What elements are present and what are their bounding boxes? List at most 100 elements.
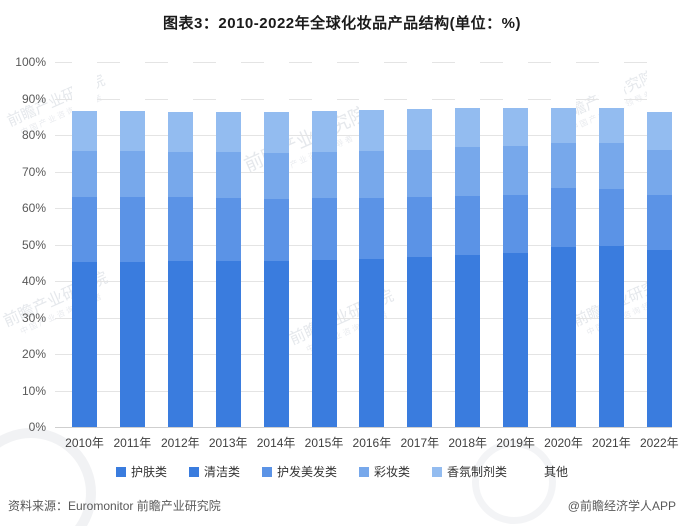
y-axis-label: 100% <box>15 55 46 69</box>
bar-2015年 <box>311 62 337 427</box>
bar-segment <box>263 62 289 112</box>
bar-segment <box>598 143 624 190</box>
bar-segment <box>359 258 385 319</box>
bar-2019年 <box>503 62 529 427</box>
bar-2014年 <box>263 62 289 427</box>
bar-segment <box>215 321 241 427</box>
legend-label: 彩妆类 <box>374 465 411 479</box>
bar-2020年 <box>551 62 576 427</box>
bar-segment <box>407 109 433 150</box>
legend-swatch <box>529 466 540 477</box>
bar-segment <box>119 262 145 324</box>
bar-segment <box>455 147 481 196</box>
bar-segment <box>72 196 97 263</box>
bar-segment <box>646 306 672 427</box>
bar-2013年 <box>215 62 241 427</box>
bar-segment <box>359 318 385 427</box>
legend-item: 护肤类 <box>115 463 167 480</box>
bar-segment <box>503 62 529 108</box>
bar-segment <box>311 198 337 260</box>
bar-segment <box>167 197 193 262</box>
bar-2021年 <box>598 62 624 427</box>
bar-segment <box>407 257 433 317</box>
legend-swatch <box>432 466 443 477</box>
y-axis-label: 40% <box>21 274 46 288</box>
y-axis-label: 60% <box>21 201 46 215</box>
bar-2017年 <box>407 62 433 427</box>
bar-segment <box>359 151 385 198</box>
bar-2010年 <box>72 62 97 427</box>
bar-2018年 <box>455 62 481 427</box>
x-axis-label: 2017年 <box>400 436 440 450</box>
x-axis-label: 2014年 <box>256 436 296 450</box>
chart-title: 图表3：2010-2022年全球化妆品产品结构(单位：%) <box>163 15 521 32</box>
y-axis-label: 70% <box>21 164 46 179</box>
bar-segment <box>72 262 97 325</box>
chart-legend: 护肤类 清洁类 护发美发类 彩妆类 香氛制剂类 其他 <box>0 463 684 480</box>
bar-segment <box>646 62 672 112</box>
x-axis-label: 2011年 <box>113 436 152 450</box>
bar-segment <box>167 111 193 152</box>
source-note: 资料来源：Euromonitor 前瞻产业研究院 <box>8 499 221 513</box>
bar-segment <box>503 194 529 253</box>
y-axis-label: 30% <box>21 310 46 325</box>
bar-segment <box>646 111 672 150</box>
bar-segment <box>215 112 241 153</box>
bar-segment <box>551 108 576 143</box>
bar-segment <box>167 151 193 198</box>
y-axis-label: 20% <box>21 347 46 361</box>
bar-segment <box>455 108 481 148</box>
bar-segment <box>598 189 624 247</box>
bar-segment <box>359 110 385 152</box>
bar-segment <box>407 197 433 258</box>
x-axis-label: 2021年 <box>592 436 631 450</box>
x-axis-label: 2012年 <box>160 436 200 450</box>
bar-segment <box>263 152 289 199</box>
bar-segment <box>598 246 624 305</box>
bar-segment <box>72 324 97 427</box>
y-axis-label: 90% <box>21 91 46 106</box>
bar-segment <box>598 304 624 427</box>
y-axis-label: 50% <box>21 237 46 252</box>
x-axis-label: 2010年 <box>65 436 104 450</box>
bar-segment <box>263 321 289 427</box>
bar-segment <box>598 107 624 144</box>
bar-segment <box>455 62 481 109</box>
legend-label: 清洁类 <box>203 465 240 479</box>
bar-segment <box>551 62 576 108</box>
bar-segment <box>263 260 289 322</box>
x-axis-label: 2016年 <box>352 436 392 450</box>
bar-segment <box>551 142 576 188</box>
bar-segment <box>551 187 576 248</box>
bar-segment <box>311 320 337 427</box>
bar-2011年 <box>119 62 145 427</box>
bar-segment <box>72 150 97 197</box>
bar-segment <box>119 323 145 427</box>
bar-segment <box>503 145 529 195</box>
x-axis-label: 2020年 <box>544 436 583 450</box>
bar-segment <box>455 254 481 314</box>
bar-segment <box>263 111 289 153</box>
bar-segment <box>311 110 337 152</box>
bar-2012年 <box>167 62 193 427</box>
bar-segment <box>311 151 337 199</box>
legend-swatch <box>115 466 126 477</box>
bar-segment <box>72 110 97 151</box>
x-axis-label: 2019年 <box>496 436 535 450</box>
legend-label: 护发美发类 <box>276 465 337 479</box>
x-axis-label: 2013年 <box>208 436 248 450</box>
bar-segment <box>598 62 624 108</box>
bar-segment <box>167 62 193 112</box>
x-axis-label: 2022年 <box>639 436 679 450</box>
credit-note: @前瞻经济学人APP <box>567 499 676 513</box>
y-axis-label: 10% <box>21 383 46 398</box>
bar-segment <box>167 322 193 427</box>
bar-segment <box>119 151 145 198</box>
bar-segment <box>455 195 481 255</box>
bar-segment <box>119 111 145 152</box>
legend-swatch <box>188 466 199 477</box>
bar-segment <box>167 261 193 323</box>
bar-2016年 <box>359 62 385 427</box>
